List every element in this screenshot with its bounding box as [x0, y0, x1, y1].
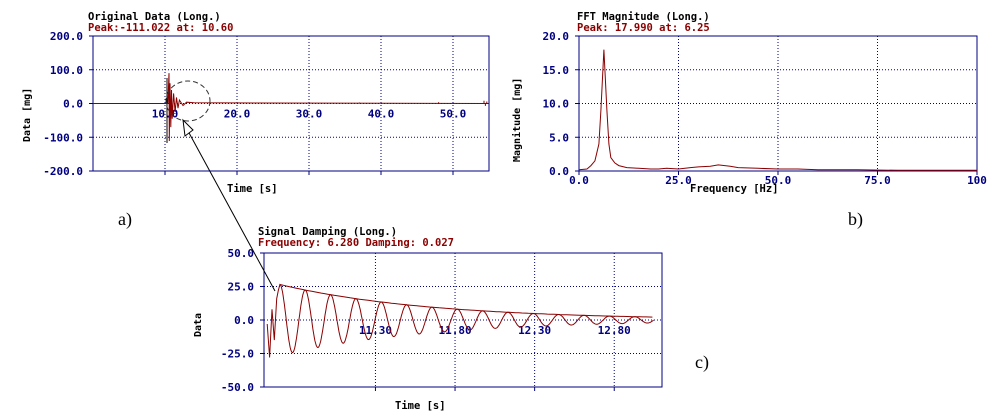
panel-c-label: c) [695, 352, 709, 373]
panel-b-xtick-label: 25.0 [665, 174, 692, 187]
panel-a-y-ticks: -200.0 -100.0 0.0 100.0 200.0 [43, 30, 93, 178]
panel-b-ylabel: Magnitude [mg] [511, 78, 523, 162]
panel-a-xtick-label: 30.0 [296, 108, 323, 121]
panel-b-xtick-label: 50.0 [765, 174, 792, 187]
panel-b-xtick-label: 100 [967, 174, 987, 187]
panel-c-x-ticks: 11.30 11.80 12.30 12.80 [359, 324, 631, 391]
panel-c-damped-signal [266, 283, 654, 358]
panel-b-plot-frame [578, 35, 978, 172]
panel-a-x-ticks: 10.0 20.0 30.0 40.0 50.0 [152, 108, 467, 175]
panel-c-xtick-label: 12.80 [598, 324, 631, 337]
panel-b-ytick-label: 10.0 [543, 98, 570, 111]
panel-a-xtick-label: 10.0 [152, 108, 179, 121]
panel-c-ylabel: Data [193, 313, 204, 337]
panel-b-label: b) [848, 209, 863, 230]
panel-c-y-ticks: -50.0 -25.0 0.0 25.0 50.0 [221, 247, 264, 394]
panel-b-peak: Peak: 17.990 at: 6.25 [577, 22, 710, 34]
panel-a-ytick-label: 200.0 [50, 30, 83, 43]
panel-a-ytick-label: -100.0 [43, 131, 83, 144]
panel-c-xtick-label: 11.80 [438, 324, 471, 337]
panel-b-xtick-label: 75.0 [864, 174, 891, 187]
panel-c-subtitle: Frequency: 6.280 Damping: 0.027 [258, 237, 454, 249]
panel-b-spectrum [578, 49, 977, 171]
panel-b-ytick-label: 15.0 [543, 64, 570, 77]
panel-a-xlabel: Time [s] [227, 183, 278, 195]
panel-b-ytick-label: 5.0 [549, 131, 569, 144]
panel-b-y-ticks: 0.0 5.0 10.0 15.0 20.0 [543, 30, 579, 178]
panel-a-signal [93, 73, 490, 142]
panel-a-ylabel: Data [mg] [22, 88, 33, 142]
panel-b-grid [579, 36, 977, 171]
panel-a-title: Original Data (Long.) [88, 11, 221, 23]
panel-c-xtick-label: 11.30 [359, 324, 392, 337]
panel-a-label: a) [118, 209, 132, 230]
panel-c: Signal Damping (Long.) Frequency: 6.280 … [193, 226, 709, 412]
panel-b-xlabel: Frequency [Hz] [690, 183, 779, 195]
panel-a-peak: Peak:-111.022 at: 10.60 [88, 22, 233, 34]
panel-b-ytick-label: 0.0 [549, 165, 569, 178]
panel-b: FFT Magnitude (Long.) Peak: 17.990 at: 6… [511, 11, 987, 230]
panel-a-ytick-label: -200.0 [43, 165, 83, 178]
panel-c-plot-frame [263, 252, 663, 388]
panel-c-ytick-label: -50.0 [221, 381, 254, 394]
panel-b-x-ticks: 0.0 25.0 50.0 75.0 100 [569, 171, 987, 187]
zoom-arrow-head [182, 118, 194, 137]
panel-a-ytick-label: 0.0 [63, 98, 83, 111]
panel-c-decay-envelope [279, 284, 653, 318]
zoom-arrow-line [187, 130, 276, 292]
panel-a-xtick-label: 20.0 [224, 108, 251, 121]
panel-c-grid [264, 253, 662, 387]
zoom-region-circle [165, 80, 211, 122]
panel-c-ytick-label: -25.0 [221, 348, 254, 361]
panel-c-ytick-label: 0.0 [234, 314, 254, 327]
panel-a-xtick-label: 50.0 [440, 108, 467, 121]
panel-a-xtick-label: 40.0 [368, 108, 395, 121]
panel-a-ytick-label: 100.0 [50, 64, 83, 77]
panel-c-xtick-label: 12.30 [518, 324, 551, 337]
panel-b-xtick-label: 0.0 [569, 174, 589, 187]
panel-b-title: FFT Magnitude (Long.) [577, 11, 710, 23]
panel-a: Original Data (Long.) Peak:-111.022 at: … [22, 11, 490, 230]
panel-c-title: Signal Damping (Long.) [258, 226, 397, 238]
panel-c-ytick-label: 25.0 [228, 281, 255, 294]
panel-b-ytick-label: 20.0 [543, 30, 570, 43]
panel-c-ytick-label: 50.0 [228, 247, 255, 260]
panel-c-xlabel: Time [s] [395, 400, 446, 412]
